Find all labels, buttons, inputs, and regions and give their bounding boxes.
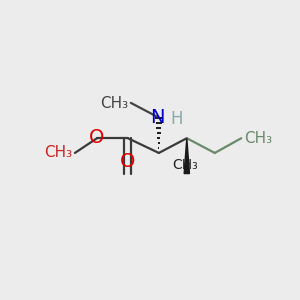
Text: N: N xyxy=(150,108,165,127)
Text: CH₃: CH₃ xyxy=(100,96,128,111)
Text: H: H xyxy=(170,110,182,128)
Text: CH₃: CH₃ xyxy=(244,131,272,146)
Text: CH₃: CH₃ xyxy=(172,158,198,172)
Text: O: O xyxy=(120,152,136,171)
Text: O: O xyxy=(89,128,105,147)
Polygon shape xyxy=(184,138,190,174)
Text: CH₃: CH₃ xyxy=(44,146,72,160)
